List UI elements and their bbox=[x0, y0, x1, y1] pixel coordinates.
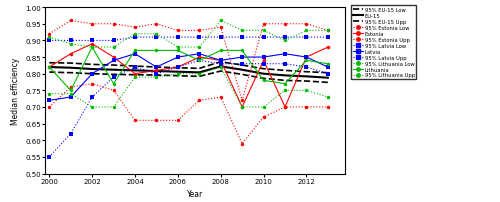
Y-axis label: Median efficiency: Median efficiency bbox=[10, 57, 20, 124]
X-axis label: Year: Year bbox=[187, 189, 203, 198]
Legend: 95% EU-15 Low, EU-15, 95% EU-15 Upp, 95% Estonia Low, Estonia, 95% Estonia Upp, : 95% EU-15 Low, EU-15, 95% EU-15 Upp, 95%… bbox=[351, 6, 416, 80]
